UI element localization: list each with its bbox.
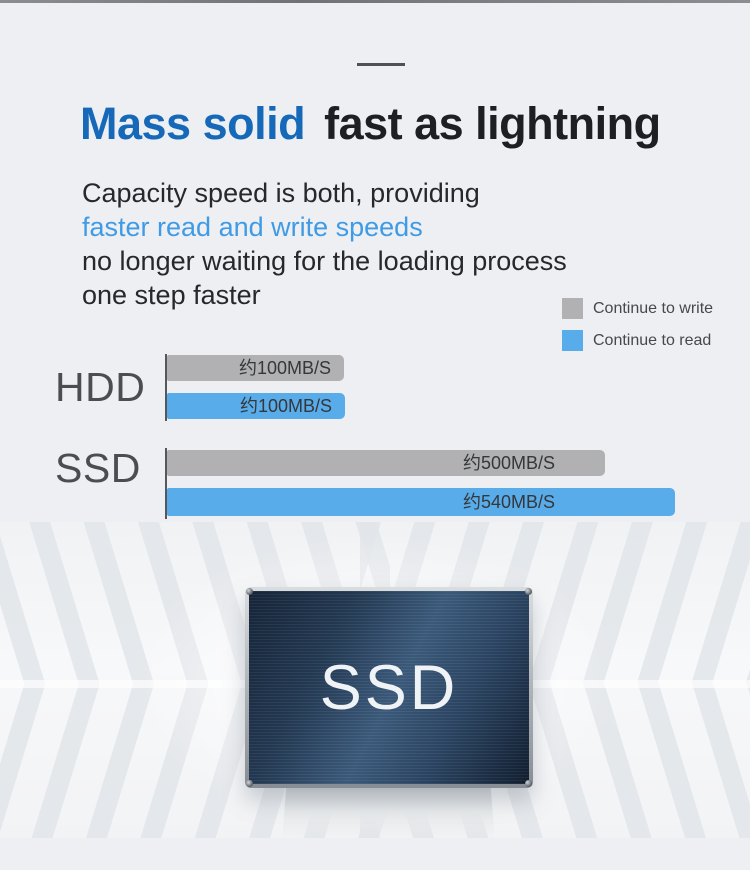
screw-icon xyxy=(525,588,532,595)
bar-ssd-write-value: 约500MB/S xyxy=(462,453,555,473)
category-label-ssd: SSD xyxy=(55,445,141,491)
intro-line-2: faster read and write speeds xyxy=(82,212,423,242)
top-border-strip xyxy=(0,0,750,3)
product-stage: SSD xyxy=(0,522,750,838)
screw-icon xyxy=(525,780,532,787)
axis-line-ssd xyxy=(165,448,167,519)
axis-line-hdd xyxy=(165,354,167,421)
drive-brushed-face xyxy=(249,591,529,784)
bar-ssd-read: 约540MB/S xyxy=(167,488,675,516)
bar-hdd-read: 约100MB/S xyxy=(167,393,345,419)
chart-legend: Continue to write Continue to read xyxy=(562,298,713,362)
read-swatch-icon xyxy=(562,330,583,351)
intro-line-1: Capacity speed is both, providing xyxy=(82,178,480,208)
bar-hdd-write-value: 约100MB/S xyxy=(238,358,331,378)
page-title-accent: Mass solid xyxy=(80,98,306,149)
page-title-main: fast as lightning xyxy=(324,98,661,149)
bar-ssd-read-value: 约540MB/S xyxy=(462,492,555,512)
ssd-drive-image: SSD xyxy=(245,587,533,788)
page-title: Mass solid fast as lightning xyxy=(80,96,661,152)
screw-icon xyxy=(246,588,253,595)
section-divider-dash xyxy=(357,63,405,66)
legend-read-label: Continue to read xyxy=(593,331,712,349)
intro-paragraph: Capacity speed is both, providing faster… xyxy=(82,176,567,312)
drive-label: SSD xyxy=(319,652,459,723)
write-swatch-icon xyxy=(562,298,583,319)
legend-write-label: Continue to write xyxy=(593,299,714,317)
drive-pedestal xyxy=(282,788,495,838)
screw-icon xyxy=(246,780,253,787)
bar-ssd-write: 约500MB/S xyxy=(167,450,605,476)
bar-hdd-write: 约100MB/S xyxy=(167,355,344,381)
intro-line-4: one step faster xyxy=(82,280,261,310)
intro-line-3: no longer waiting for the loading proces… xyxy=(82,246,567,276)
bar-hdd-read-value: 约100MB/S xyxy=(239,396,332,416)
legend-item-read: Continue to read xyxy=(562,330,713,351)
legend-item-write: Continue to write xyxy=(562,298,713,319)
category-label-hdd: HDD xyxy=(55,364,146,410)
